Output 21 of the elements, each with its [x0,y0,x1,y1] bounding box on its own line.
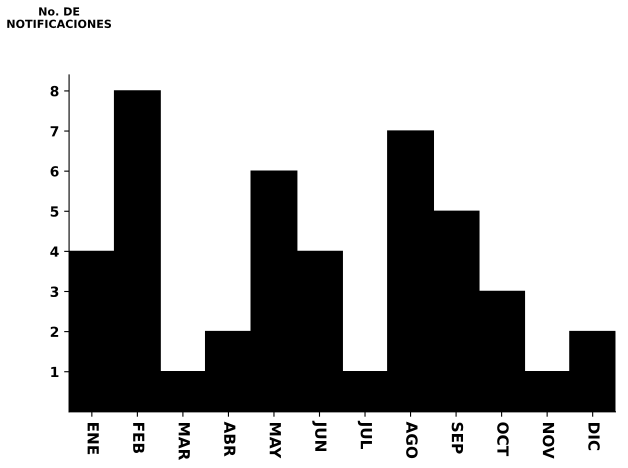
x-tick-label: JUL [358,420,372,449]
x-tick-label: ABR [224,422,236,456]
y-tick-label: 6 [50,166,59,177]
x-tick-label: OCT [497,422,509,456]
x-tick-label: SEP [452,422,464,454]
x-tick-label: AGO [406,422,418,458]
x-tick-label: FEB [133,422,144,454]
y-tick-label: 1 [51,366,58,377]
y-tick-label: 7 [50,126,58,136]
x-tick-label: ENE [88,422,99,454]
x-tick-label: MAY [270,422,281,458]
y-tick-label: 4 [50,246,59,257]
y-tick-label: 5 [50,206,58,217]
y-tick-label: 3 [50,286,58,297]
y-tick-label: 2 [50,326,58,337]
x-tick-label: NOV [542,422,554,459]
y-axis-title: No. DE NOTIFICACIONES [7,7,112,28]
x-tick-label: MAR [178,422,190,460]
x-tick-label: JUN [312,420,326,452]
y-tick-label: 8 [50,86,58,96]
x-tick-label: DIC [588,422,600,450]
